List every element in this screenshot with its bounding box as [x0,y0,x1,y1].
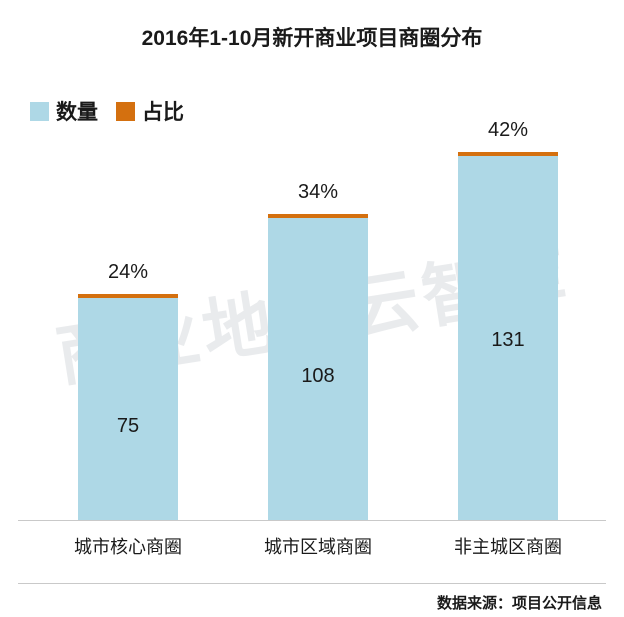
bar-cap-1[interactable] [268,214,368,218]
x-axis-label-2: 非主城区商圈 [454,537,562,557]
bar-cap-2[interactable] [458,152,558,156]
x-axis-line [18,520,606,521]
bar-pct-label-1: 34% [297,181,339,203]
chart-legend: 数量 占比 [30,96,202,126]
footer-divider [18,583,606,584]
bar-value-label-0: 75 [116,415,140,437]
bar-rect-0[interactable] [78,298,178,520]
legend-swatch-quantity [30,101,49,121]
legend-label-quantity: 数量 [56,101,98,124]
legend-label-share: 占比 [142,101,184,124]
plot-area: 24% 75 34% 108 42% 131 [0,119,624,520]
bar-cap-0[interactable] [78,294,178,298]
bar-value-label-1: 108 [301,365,335,387]
source-note: 数据来源：项目公开信息 [436,596,602,612]
legend-swatch-share [116,101,135,121]
bar-value-label-2: 131 [491,329,525,351]
bar-pct-label-2: 42% [487,119,529,141]
x-axis-label-1: 城市区域商圈 [264,537,372,557]
chart-title: 2016年1-10月新开商业项目商圈分布 [141,27,483,50]
x-axis-label-0: 城市核心商圈 [74,537,182,557]
legend-item-quantity[interactable]: 数量 [30,96,98,126]
bar-group-0: 24% 75 [78,120,178,520]
legend-item-share[interactable]: 占比 [116,96,184,126]
bar-group-1: 34% 108 [268,120,368,520]
bar-rect-1[interactable] [268,218,368,520]
bar-group-2: 42% 131 [458,119,558,520]
bar-rect-2[interactable] [458,156,558,520]
bar-pct-label-0: 24% [107,261,149,283]
